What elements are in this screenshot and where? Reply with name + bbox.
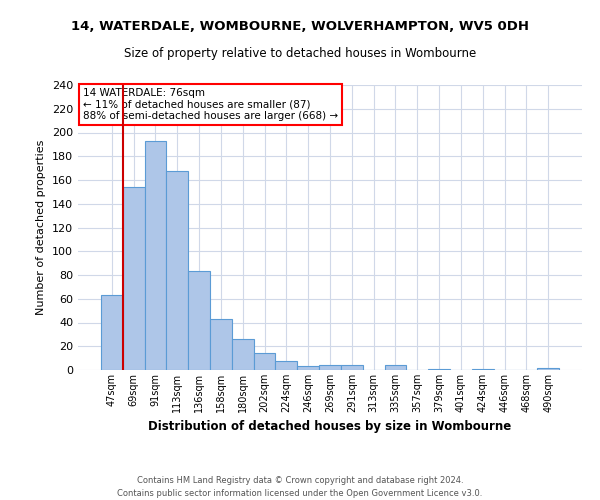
Y-axis label: Number of detached properties: Number of detached properties	[37, 140, 46, 315]
Text: 14 WATERDALE: 76sqm
← 11% of detached houses are smaller (87)
88% of semi-detach: 14 WATERDALE: 76sqm ← 11% of detached ho…	[83, 88, 338, 121]
Bar	[297, 366, 319, 370]
Text: Contains HM Land Registry data © Crown copyright and database right 2024.
Contai: Contains HM Land Registry data © Crown c…	[118, 476, 482, 498]
Bar	[188, 272, 210, 370]
Bar	[428, 369, 450, 370]
Bar	[166, 170, 188, 370]
Bar	[275, 360, 297, 370]
Bar	[145, 141, 166, 370]
Bar	[319, 365, 341, 370]
Bar	[341, 365, 363, 370]
Bar	[123, 187, 145, 370]
Bar	[101, 295, 123, 370]
X-axis label: Distribution of detached houses by size in Wombourne: Distribution of detached houses by size …	[148, 420, 512, 434]
Bar	[254, 354, 275, 370]
Text: Size of property relative to detached houses in Wombourne: Size of property relative to detached ho…	[124, 48, 476, 60]
Bar	[210, 319, 232, 370]
Bar	[385, 365, 406, 370]
Bar	[232, 339, 254, 370]
Text: 14, WATERDALE, WOMBOURNE, WOLVERHAMPTON, WV5 0DH: 14, WATERDALE, WOMBOURNE, WOLVERHAMPTON,…	[71, 20, 529, 33]
Bar	[537, 368, 559, 370]
Bar	[472, 369, 494, 370]
